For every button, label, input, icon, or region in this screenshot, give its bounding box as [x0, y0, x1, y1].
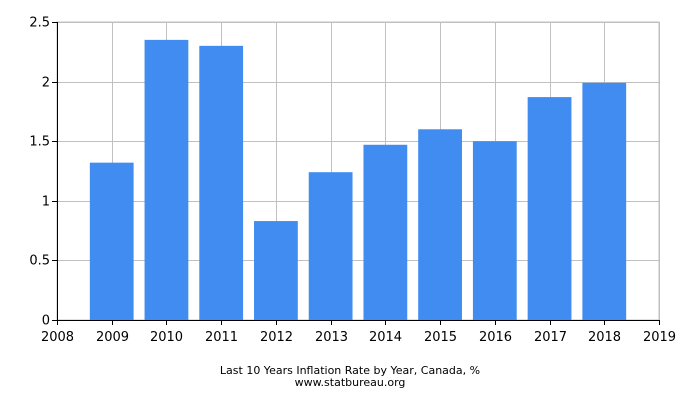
bar-2012: [254, 221, 298, 320]
x-tick-label: 2013: [315, 330, 348, 345]
chart-source: www.statbureau.org: [294, 376, 406, 389]
x-tick-label: 2015: [424, 330, 457, 345]
x-tick-label: 2010: [150, 330, 183, 345]
bar-2011: [199, 45, 244, 321]
x-tick-label: 2016: [479, 330, 512, 345]
bar-2009: [89, 162, 134, 320]
y-tick-label: 1: [42, 195, 50, 210]
x-tick-label: 2017: [534, 330, 567, 345]
bar-2018: [582, 82, 627, 321]
bar-2010: [144, 39, 189, 320]
bar-2016: [472, 141, 517, 320]
y-tick-label: 0: [42, 314, 50, 329]
x-tick-label: 2009: [96, 330, 129, 345]
bar-2017: [527, 97, 572, 320]
x-tick-label: 2011: [205, 330, 238, 345]
y-tick-label: 0.5: [29, 254, 50, 269]
bar-2013: [308, 172, 353, 320]
y-tick-label: 1.5: [29, 135, 50, 150]
chart-title: Last 10 Years Inflation Rate by Year, Ca…: [219, 364, 481, 377]
y-tick-label: 2: [42, 76, 50, 91]
bar-2014: [363, 144, 408, 320]
x-tick-label: 2014: [369, 330, 402, 345]
x-tick-label: 2018: [588, 330, 621, 345]
y-tick-label: 2.5: [29, 16, 50, 31]
bar-2015: [418, 129, 462, 320]
x-tick-label: 2012: [260, 330, 293, 345]
x-tick-label: 2008: [41, 330, 74, 345]
x-tick-label: 2019: [643, 330, 676, 345]
